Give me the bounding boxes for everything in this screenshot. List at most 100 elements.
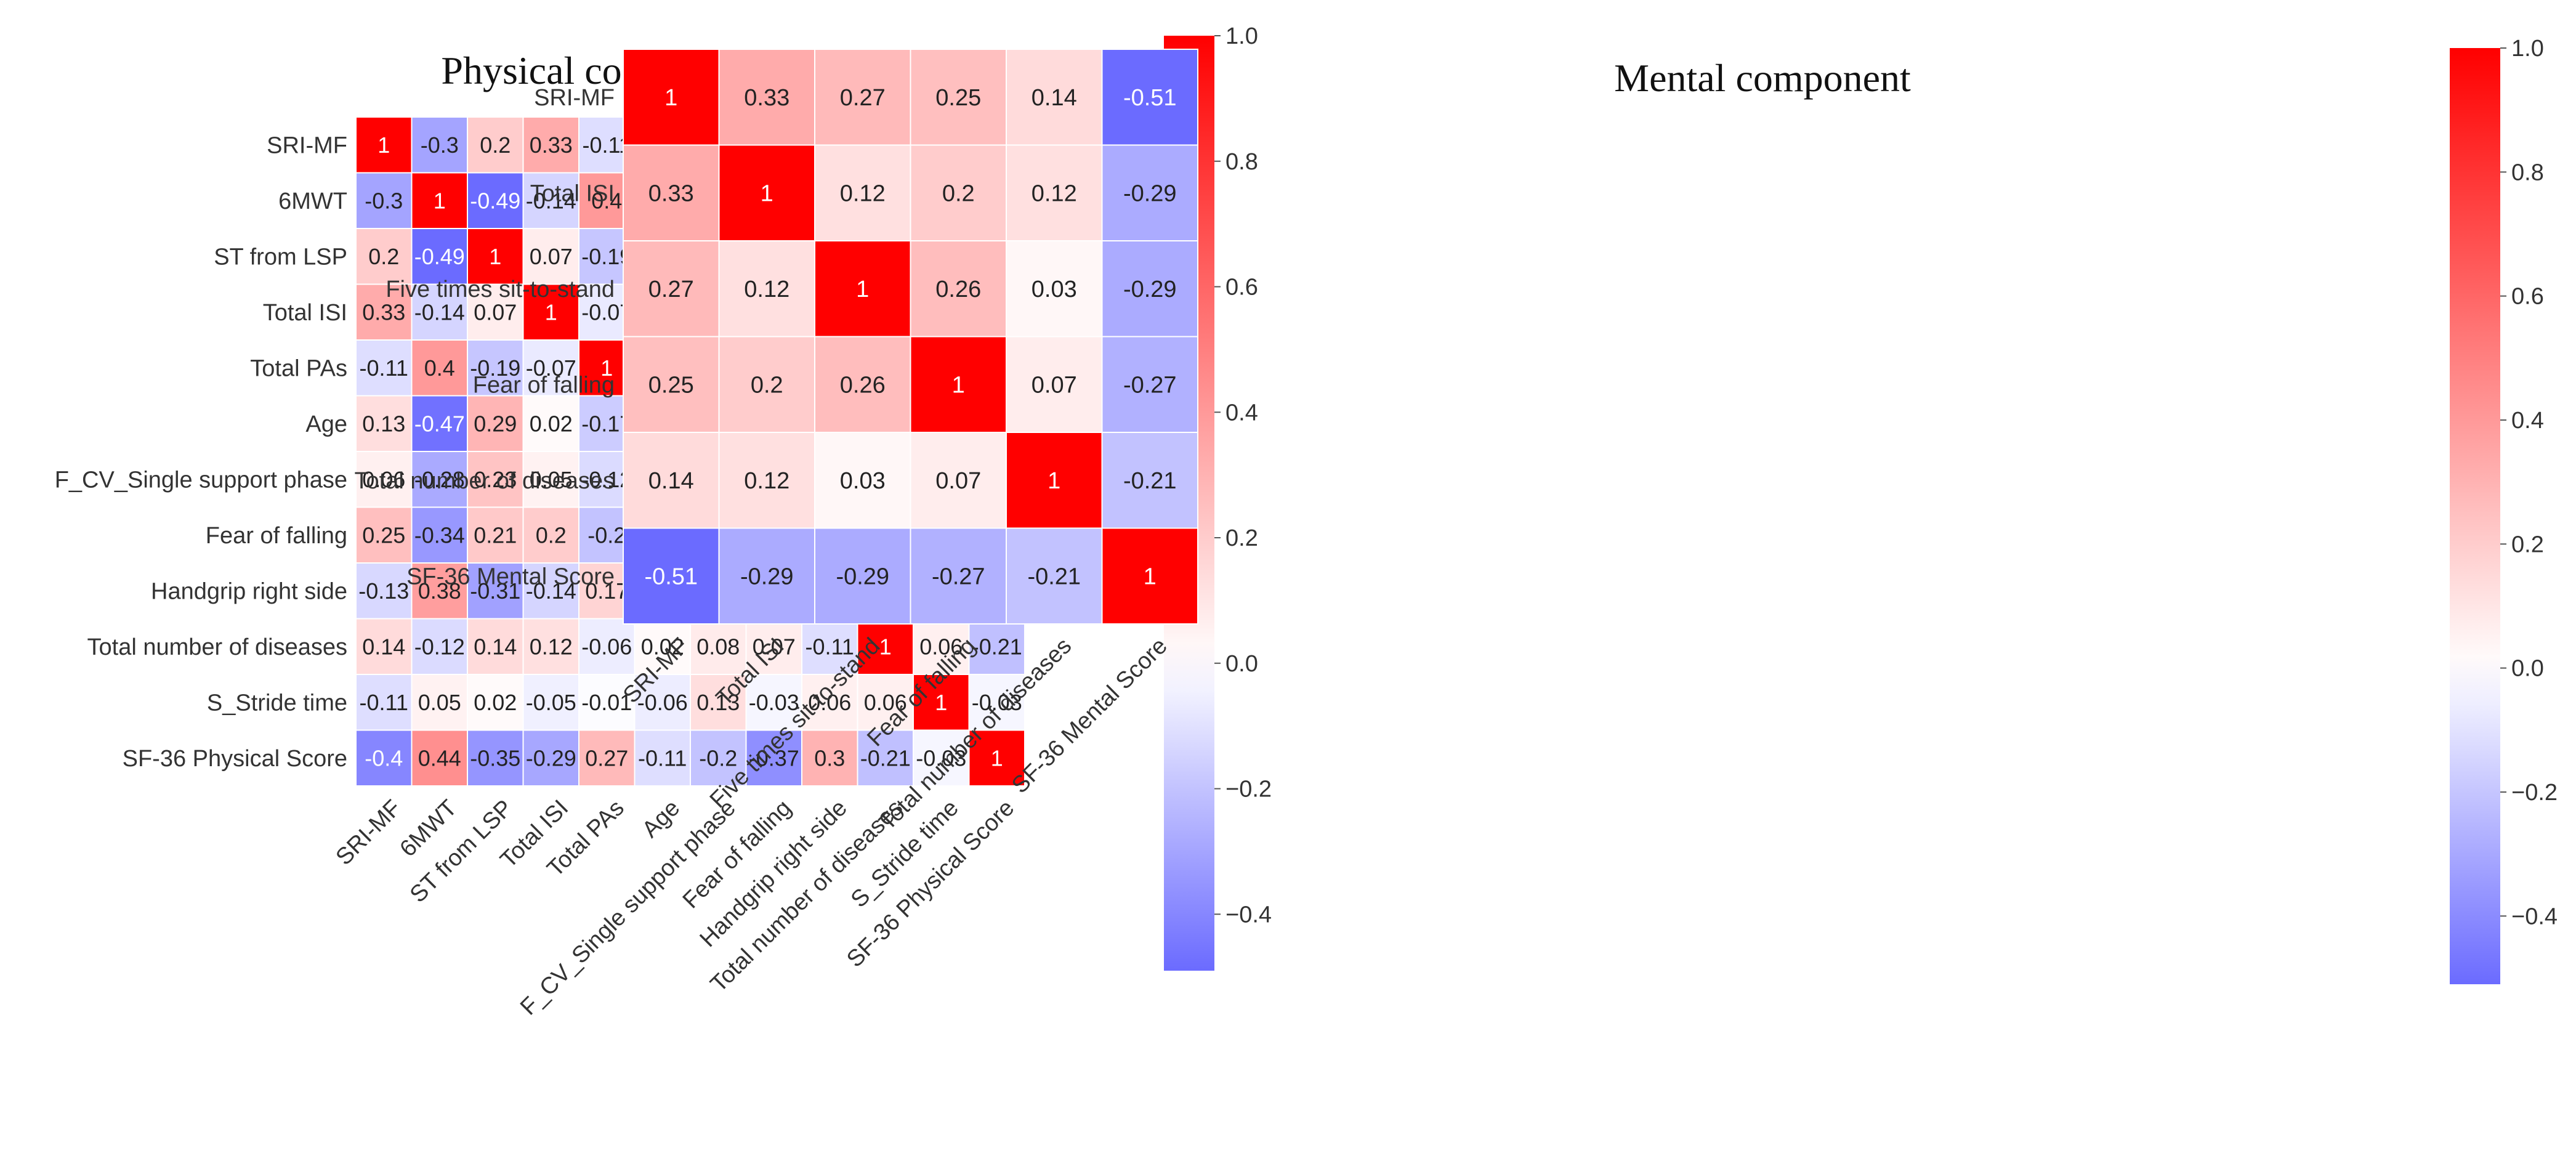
physical-cell-value: 0.06 [864, 690, 907, 715]
physical-cell-value: 1 [378, 132, 390, 158]
physical-colorbar-tick-label: 0.4 [1225, 400, 1258, 426]
mental-cell-value: 0.12 [744, 468, 789, 494]
physical-row-label-s-stride-time: S_Stride time [207, 690, 347, 716]
mental-cell-value: 0.26 [840, 373, 886, 398]
physical-cell-value: 0.3 [814, 745, 845, 771]
physical-cell-value: 0.4 [424, 355, 455, 381]
mental-cell-value: 0.2 [751, 373, 783, 398]
physical-cell-value: -0.06 [637, 690, 688, 715]
physical-cell [578, 729, 636, 787]
mental-cell-value: -0.27 [1123, 373, 1177, 398]
physical-cell [467, 283, 524, 341]
physical-cell [913, 674, 970, 731]
mental-cell-value: -0.51 [1123, 85, 1177, 111]
physical-colorbar-tick-label: −0.2 [1225, 777, 1272, 803]
physical-cell-value: -0.37 [749, 745, 799, 771]
mental-cell [1006, 240, 1103, 338]
physical-row-label-st-from-lsp: ST from LSP [214, 244, 347, 270]
physical-cell-value: 0.06 [808, 690, 851, 715]
physical-column-label-age: Age [637, 795, 685, 843]
physical-cell [411, 228, 468, 285]
mental-cell-value: 1 [1048, 468, 1060, 494]
physical-cell-value: -0.13 [358, 578, 409, 604]
physical-cell [634, 674, 691, 731]
mental-cell [718, 336, 815, 433]
physical-row-label-total-pas: Total PAs [250, 355, 347, 381]
physical-cell [857, 674, 914, 731]
physical-colorbar-tick-label: −0.4 [1225, 902, 1272, 928]
physical-cell-value: -0.14 [414, 299, 465, 325]
physical-cell-value: 0.2 [368, 244, 399, 269]
physical-cell [578, 618, 636, 675]
mental-row-label-sf-36-mental-score: SF-36 Mental Score [406, 564, 615, 589]
physical-row-label-total-number-of-diseases: Total number of diseases [87, 634, 347, 660]
physical-cell [355, 729, 413, 787]
physical-cell-value: 0.25 [362, 522, 405, 548]
mental-row-label-sri-mf: SRI-MF [534, 85, 615, 111]
mental-cell-value: 0.07 [935, 468, 981, 494]
physical-cell-value: 0.05 [530, 467, 573, 492]
physical-cell-value: 0.21 [474, 522, 517, 548]
physical-cell-value: 0.33 [362, 299, 405, 325]
physical-cell-value: -0.01 [581, 690, 632, 715]
physical-cell-value: 0.23 [474, 467, 517, 492]
physical-cell-value: 1 [489, 244, 501, 269]
physical-colorbar-tick-label: 0.2 [1225, 525, 1258, 551]
mental-cell-value: 0.25 [648, 373, 694, 398]
mental-cell-value: -0.21 [1123, 468, 1177, 494]
physical-cell-value: 0.08 [696, 634, 740, 659]
physical-cell-value: 0.14 [362, 634, 405, 659]
mental-cell-value: 0.25 [935, 85, 981, 111]
physical-cell [467, 674, 524, 731]
physical-cell [355, 451, 413, 508]
physical-cell [467, 116, 524, 174]
mental-colorbar-tick-label: 0.4 [2511, 408, 2544, 434]
physical-cell-value: 0.07 [530, 244, 573, 269]
mental-column-label-sf-36-mental-score: SF-36 Mental Score [1007, 633, 1173, 799]
physical-cell-value: -0.11 [360, 690, 408, 715]
physical-cell [355, 172, 413, 229]
physical-colorbar-ticks: 1.0 0.8 0.6 0.4 0.2 0.0 −0.2 −0.4 [1214, 23, 1272, 928]
physical-cell [522, 674, 579, 731]
mental-cell-value: -0.21 [1027, 564, 1081, 590]
mental-cell [1006, 432, 1103, 529]
physical-cell [355, 339, 413, 397]
mental-cell-value: 0.03 [840, 468, 886, 494]
mental-cell [1101, 144, 1198, 241]
physical-cell [467, 451, 524, 508]
physical-cell-value: 0.2 [536, 522, 567, 548]
physical-cell [968, 729, 1025, 787]
mental-cell-value: 1 [664, 85, 677, 111]
mental-cell [814, 432, 911, 529]
physical-cell-value: -0.12 [414, 634, 465, 659]
mental-cell-value: 1 [856, 277, 869, 302]
mental-cell [718, 240, 815, 338]
physical-row-label-f-cv-single-support-phase: F_CV_Single support phase [55, 467, 347, 493]
physical-cell [522, 283, 579, 341]
mental-cell [623, 240, 720, 338]
physical-cell-value: 0.05 [418, 690, 461, 715]
mental-cell [1101, 240, 1198, 338]
physical-cell-value: 0.12 [530, 634, 573, 659]
physical-cell [522, 172, 579, 229]
physical-cell-value: -0.35 [470, 745, 520, 771]
physical-cell-value: 0.27 [585, 745, 628, 771]
physical-cell [467, 172, 524, 229]
physical-row-label-sri-mf: SRI-MF [267, 132, 347, 158]
physical-cell-value: -0.47 [414, 411, 465, 436]
physical-column-label-sri-mf: SRI-MF [331, 795, 406, 870]
mental-cell-value: 0.12 [744, 277, 789, 302]
physical-cell [634, 729, 691, 787]
physical-cell-value: -0.2 [699, 745, 737, 771]
physical-cell-value: -0.14 [526, 578, 576, 604]
mental-colorbar-tick-label: 0.6 [2511, 284, 2544, 310]
physical-cell [411, 283, 468, 341]
physical-colorbar-tick-label: 0.8 [1225, 149, 1258, 175]
physical-cell [467, 506, 524, 564]
mental-row-labels: SRI-MF Total ISI Five times sit-to-stand Fe… [355, 85, 615, 590]
physical-cell-value: 0.38 [418, 578, 461, 604]
physical-cell-value: 0.02 [530, 411, 573, 436]
mental-cell-value: 1 [761, 181, 773, 207]
